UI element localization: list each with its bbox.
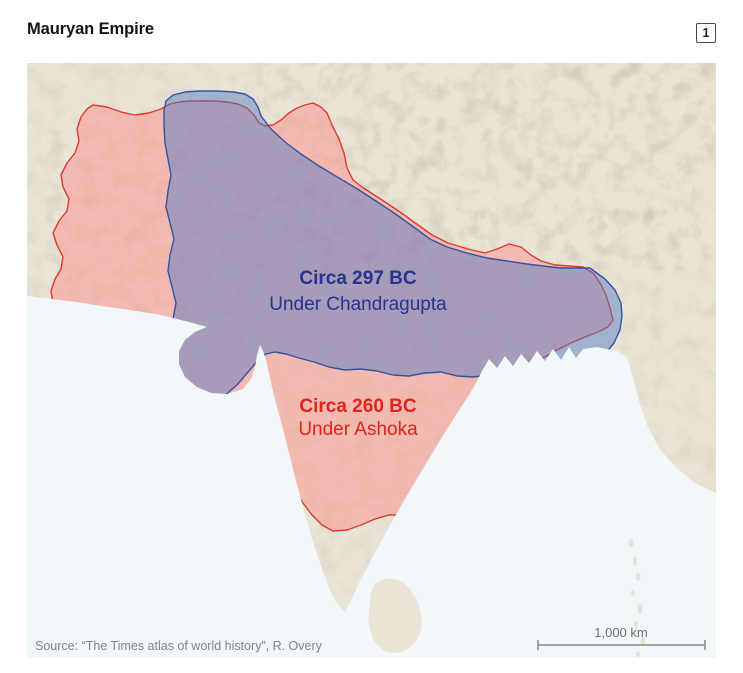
header: Mauryan Empire 1: [0, 0, 743, 63]
label-ashoka-ruler: Under Ashoka: [298, 419, 418, 440]
label-chandragupta-period: Circa 297 BC: [299, 268, 417, 289]
island-sri-lanka: [368, 578, 422, 653]
scale-bar-label: 1,000 km: [594, 625, 647, 640]
page-title: Mauryan Empire: [27, 20, 154, 38]
source-attribution: Source: “The Times atlas of world histor…: [35, 639, 323, 653]
label-chandragupta-ruler: Under Chandragupta: [269, 294, 447, 315]
figure-number-badge[interactable]: 1: [696, 23, 716, 43]
label-ashoka-period: Circa 260 BC: [299, 396, 417, 417]
himalaya-relief: [257, 63, 716, 270]
west-hills-relief: [47, 123, 257, 323]
scale-bar: [537, 640, 706, 650]
andaman-islands: [628, 539, 646, 657]
map-canvas: Circa 297 BC Under Chandragupta Circa 26…: [27, 63, 716, 658]
